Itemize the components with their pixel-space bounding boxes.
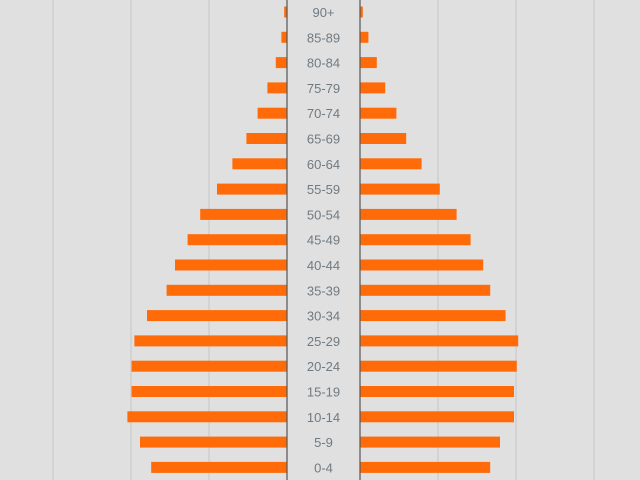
age-label: 10-14: [307, 410, 340, 425]
bar-right-25-29: [360, 335, 519, 347]
bar-right-5-9: [360, 436, 500, 448]
bar-right-65-69: [360, 133, 407, 144]
bar-right-80-84: [360, 57, 377, 69]
bar-left-75-79: [267, 82, 287, 94]
bar-right-35-39: [360, 284, 491, 296]
bar-left-80-84: [275, 57, 287, 69]
bar-left-70-74: [257, 107, 287, 119]
age-label: 5-9: [314, 435, 333, 450]
bar-left-60-64: [232, 158, 287, 170]
age-label: 70-74: [307, 106, 340, 121]
bar-left-20-24: [131, 360, 287, 372]
bar-right-30-34: [360, 310, 506, 322]
age-label: 45-49: [307, 233, 340, 248]
bar-left-30-34: [147, 310, 287, 322]
age-label: 0-4: [314, 460, 333, 475]
bar-left-55-59: [217, 183, 287, 195]
right-bars: [360, 6, 519, 473]
age-label: 85-89: [307, 30, 340, 45]
age-label: 55-59: [307, 182, 340, 197]
bar-left-65-69: [246, 133, 287, 144]
bar-left-85-89: [281, 31, 287, 43]
bar-left-50-54: [200, 208, 287, 220]
age-label: 50-54: [307, 207, 340, 222]
age-label: 25-29: [307, 334, 340, 349]
bar-right-55-59: [360, 183, 440, 195]
age-group-labels: 90+ 85-89 80-84 75-79 70-74 65-69 60-64 55-59 50…: [307, 5, 340, 475]
bar-right-60-64: [360, 158, 422, 170]
age-label: 60-64: [307, 157, 340, 172]
age-label: 15-19: [307, 385, 340, 400]
bar-left-25-29: [134, 335, 287, 347]
bar-right-20-24: [360, 360, 517, 372]
age-label: 30-34: [307, 309, 340, 324]
age-label: 75-79: [307, 81, 340, 96]
bar-left-45-49: [187, 234, 287, 246]
age-label: 20-24: [307, 359, 340, 374]
bar-left-0-4: [151, 461, 287, 473]
age-label: 65-69: [307, 132, 340, 147]
age-label: 35-39: [307, 283, 340, 298]
bar-right-15-19: [360, 386, 514, 397]
bar-left-35-39: [166, 284, 287, 296]
bar-left-10-14: [127, 411, 288, 423]
bar-left-5-9: [140, 436, 287, 448]
age-label: 40-44: [307, 258, 340, 273]
bar-right-40-44: [360, 259, 484, 271]
left-bars: [127, 6, 288, 473]
bar-right-85-89: [360, 31, 369, 43]
bar-right-0-4: [360, 461, 491, 473]
bar-right-70-74: [360, 107, 397, 119]
age-label: 90+: [312, 5, 334, 20]
bar-right-45-49: [360, 234, 471, 246]
bar-right-10-14: [360, 411, 514, 423]
bar-left-40-44: [175, 259, 287, 271]
bar-right-75-79: [360, 82, 386, 94]
bar-left-90+: [284, 6, 287, 18]
bar-right-90+: [360, 6, 363, 18]
age-label: 80-84: [307, 56, 340, 71]
label-column: [287, 0, 360, 480]
bar-left-15-19: [131, 386, 287, 397]
bar-right-50-54: [360, 208, 457, 220]
